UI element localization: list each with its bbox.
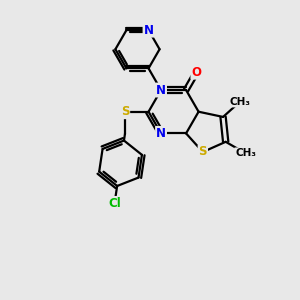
Text: N: N	[156, 83, 166, 97]
Text: S: S	[121, 105, 129, 118]
Text: CH₃: CH₃	[230, 97, 250, 106]
Text: O: O	[191, 66, 201, 79]
Text: S: S	[199, 146, 207, 158]
Text: N: N	[156, 127, 166, 140]
Text: Cl: Cl	[108, 197, 121, 210]
Text: N: N	[143, 24, 154, 37]
Text: CH₃: CH₃	[235, 148, 256, 158]
